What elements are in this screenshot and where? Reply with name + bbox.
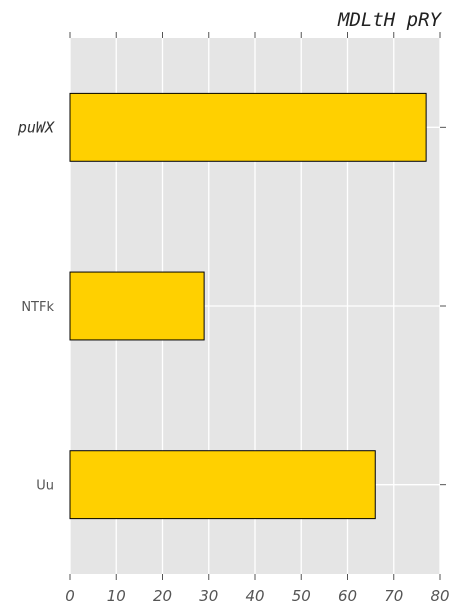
x-tick-label: 60 — [338, 587, 357, 605]
x-tick-label: 80 — [430, 587, 449, 605]
y-tick-label: puWX — [17, 118, 55, 136]
axis-ticks — [69, 32, 446, 580]
y-tick-label: NTFk — [21, 300, 54, 315]
x-tick-label: 10 — [107, 587, 126, 605]
bar-Uu — [69, 450, 376, 520]
x-tick-label: 20 — [153, 587, 172, 605]
bar-NTFk — [69, 271, 205, 341]
x-tick-label: 30 — [199, 587, 218, 605]
bars — [69, 92, 427, 520]
y-tick-label: Uu — [36, 479, 54, 494]
x-tick-label: 50 — [292, 587, 311, 605]
bar-puWX — [69, 92, 427, 162]
chart-title: MDLtH pRY — [337, 9, 443, 31]
x-tick-label: 0 — [65, 587, 75, 605]
x-tick-label: 40 — [245, 587, 264, 605]
x-tick-label: 70 — [384, 587, 403, 605]
x-tick-labels: 0 10 20 30 40 50 60 70 80 — [65, 587, 449, 605]
y-tick-labels: Uu NTFk puWX — [17, 118, 55, 493]
